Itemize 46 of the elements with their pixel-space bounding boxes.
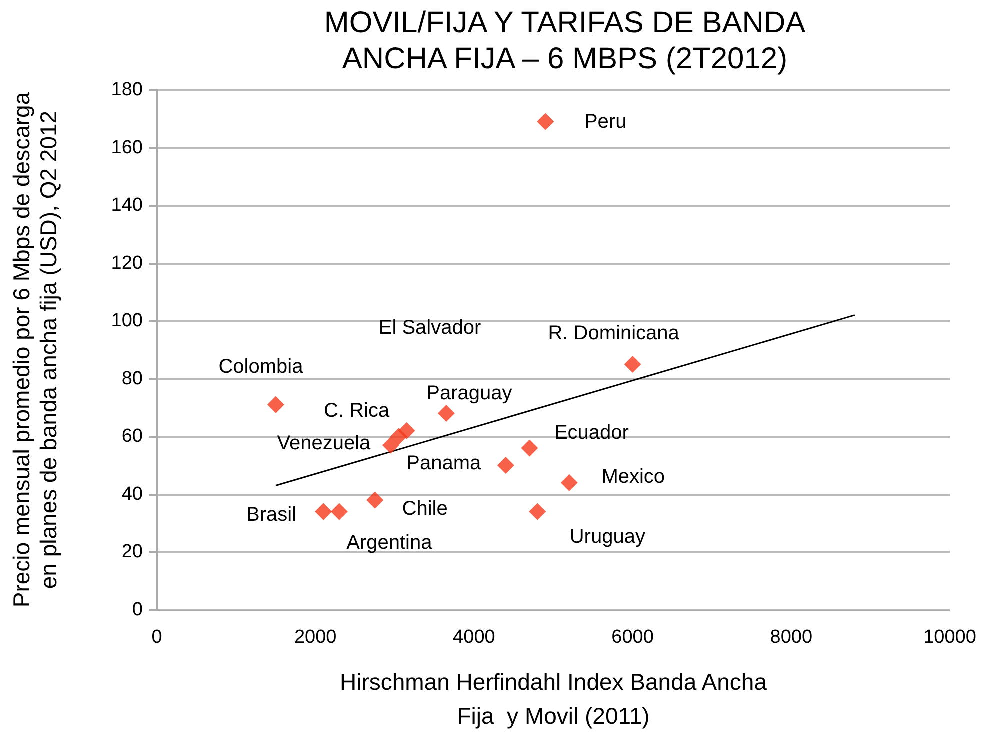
- annotation: Colombia: [218, 356, 304, 378]
- annotation: R. Dominicana: [548, 322, 680, 344]
- point: [521, 440, 538, 457]
- annotation: Paraguay: [426, 382, 512, 405]
- x-axis-title: Hirschman Herfindahl Index Banda Ancha Fija y Movil (2011): [340, 669, 768, 729]
- point: [330, 503, 348, 520]
- y-tick-label: 160: [111, 137, 143, 158]
- annotation: Argentina: [346, 532, 434, 554]
- annotation: Venezuela: [277, 432, 372, 454]
- y-axis-title: Precio mensual promedio por 6 Mbps de descarga en planes de banda ancha fija (USD), Q2 2012: [8, 92, 62, 608]
- annotation: C. Rica: [324, 400, 390, 422]
- x-tick-label: 0: [152, 627, 162, 648]
- annotation: Peru: [584, 110, 627, 133]
- annotation: Brasil: [246, 504, 297, 526]
- point: [537, 113, 554, 130]
- y-tick-label: 60: [122, 426, 143, 448]
- y-tick-label: 100: [111, 310, 143, 332]
- y-tick-label: 180: [111, 80, 143, 100]
- y-tick-label: 20: [122, 542, 143, 563]
- point: [315, 503, 332, 520]
- annotation: Mexico: [602, 466, 666, 488]
- annotation: Uruguay: [570, 526, 646, 548]
- point: [529, 503, 546, 520]
- annotation: Panama: [406, 452, 482, 475]
- x-tick-label: 10000: [924, 627, 976, 648]
- point: [366, 492, 384, 509]
- x-tick-label: 2000: [294, 627, 337, 648]
- y-tick-label: 0: [132, 600, 143, 620]
- point: [390, 428, 408, 446]
- annotation: Chile: [402, 498, 448, 520]
- y-tick-label: 140: [111, 195, 143, 216]
- x-tick-label: 4000: [453, 627, 496, 648]
- point: [267, 396, 284, 414]
- annotation: El Salvador: [378, 317, 482, 339]
- y-tick-label: 80: [122, 368, 143, 390]
- point: [560, 474, 578, 492]
- point: [497, 457, 514, 474]
- y-tick-label: 40: [122, 484, 143, 505]
- x-tick-label: 8000: [770, 627, 813, 648]
- point: [382, 436, 400, 454]
- annotation: Ecuador: [554, 422, 630, 444]
- y-tick-label: 120: [111, 252, 143, 274]
- x-tick-label: 6000: [612, 627, 654, 648]
- chart-title: MOVIL/FIJA Y TARIFAS DE BANDA ANCHA FIJA – 6 MBPS (2T2012): [324, 6, 806, 76]
- point: [624, 356, 642, 373]
- point: [438, 405, 455, 422]
